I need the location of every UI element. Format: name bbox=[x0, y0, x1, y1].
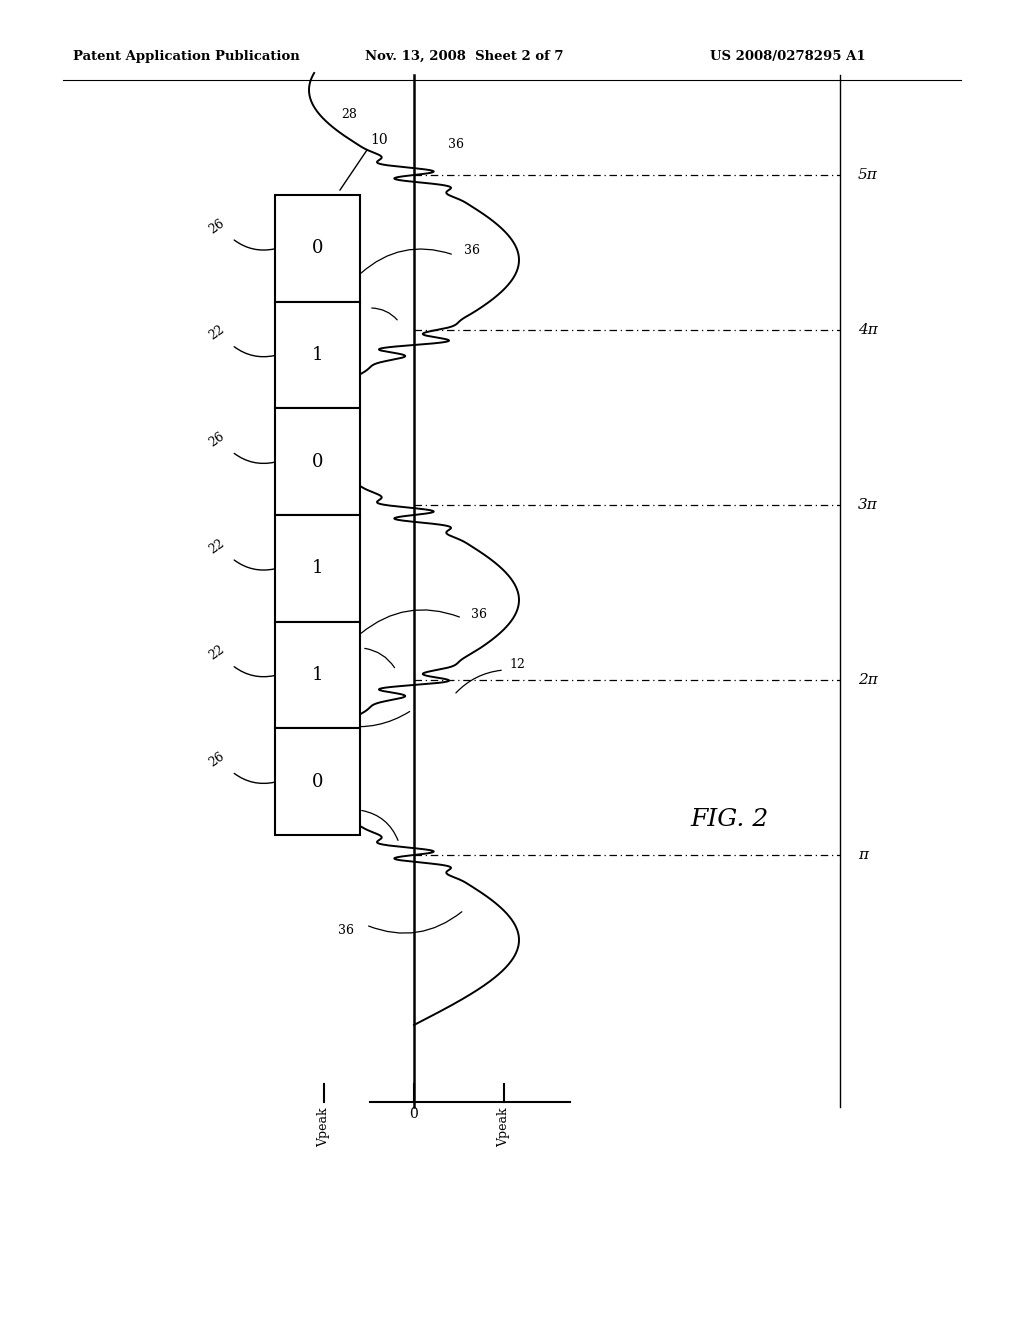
Text: 22: 22 bbox=[207, 536, 227, 556]
Text: 36: 36 bbox=[338, 924, 354, 936]
Text: 1: 1 bbox=[311, 346, 324, 364]
Bar bbox=[275, 515, 360, 622]
Text: 36: 36 bbox=[471, 609, 487, 622]
Text: US 2008/0278295 A1: US 2008/0278295 A1 bbox=[710, 50, 865, 63]
Text: 28: 28 bbox=[341, 108, 357, 121]
Text: 2π: 2π bbox=[858, 673, 878, 686]
Text: Vpeak: Vpeak bbox=[498, 1107, 511, 1147]
Text: Vpeak: Vpeak bbox=[317, 1107, 331, 1147]
Text: 0: 0 bbox=[311, 453, 324, 471]
Bar bbox=[275, 729, 360, 836]
Text: 0: 0 bbox=[311, 239, 324, 257]
Text: 36: 36 bbox=[464, 243, 480, 256]
Text: 0: 0 bbox=[410, 1107, 419, 1121]
Text: 3π: 3π bbox=[858, 498, 878, 512]
Text: 12: 12 bbox=[509, 659, 525, 672]
Text: 1: 1 bbox=[311, 560, 324, 577]
Bar bbox=[275, 302, 360, 408]
Text: 22: 22 bbox=[207, 323, 227, 343]
Text: 34, 34a: 34, 34a bbox=[299, 723, 346, 737]
Text: 0: 0 bbox=[311, 772, 324, 791]
Text: Patent Application Publication: Patent Application Publication bbox=[73, 50, 300, 63]
Text: Nov. 13, 2008  Sheet 2 of 7: Nov. 13, 2008 Sheet 2 of 7 bbox=[365, 50, 563, 63]
Text: π: π bbox=[858, 847, 868, 862]
Bar bbox=[275, 195, 360, 302]
Text: 26: 26 bbox=[207, 750, 227, 770]
Text: 36: 36 bbox=[449, 139, 464, 152]
Bar bbox=[275, 408, 360, 515]
Text: 10: 10 bbox=[370, 133, 388, 147]
Text: 1: 1 bbox=[311, 667, 324, 684]
Text: 4π: 4π bbox=[858, 323, 878, 337]
Text: 28: 28 bbox=[338, 634, 354, 647]
Text: 28: 28 bbox=[346, 296, 361, 309]
Text: 28: 28 bbox=[336, 796, 352, 809]
Text: 26: 26 bbox=[207, 216, 227, 236]
Text: 26: 26 bbox=[207, 430, 227, 450]
Text: FIG. 2: FIG. 2 bbox=[691, 808, 769, 832]
Bar bbox=[275, 622, 360, 729]
Text: 22: 22 bbox=[207, 643, 227, 663]
Text: 5π: 5π bbox=[858, 168, 878, 182]
